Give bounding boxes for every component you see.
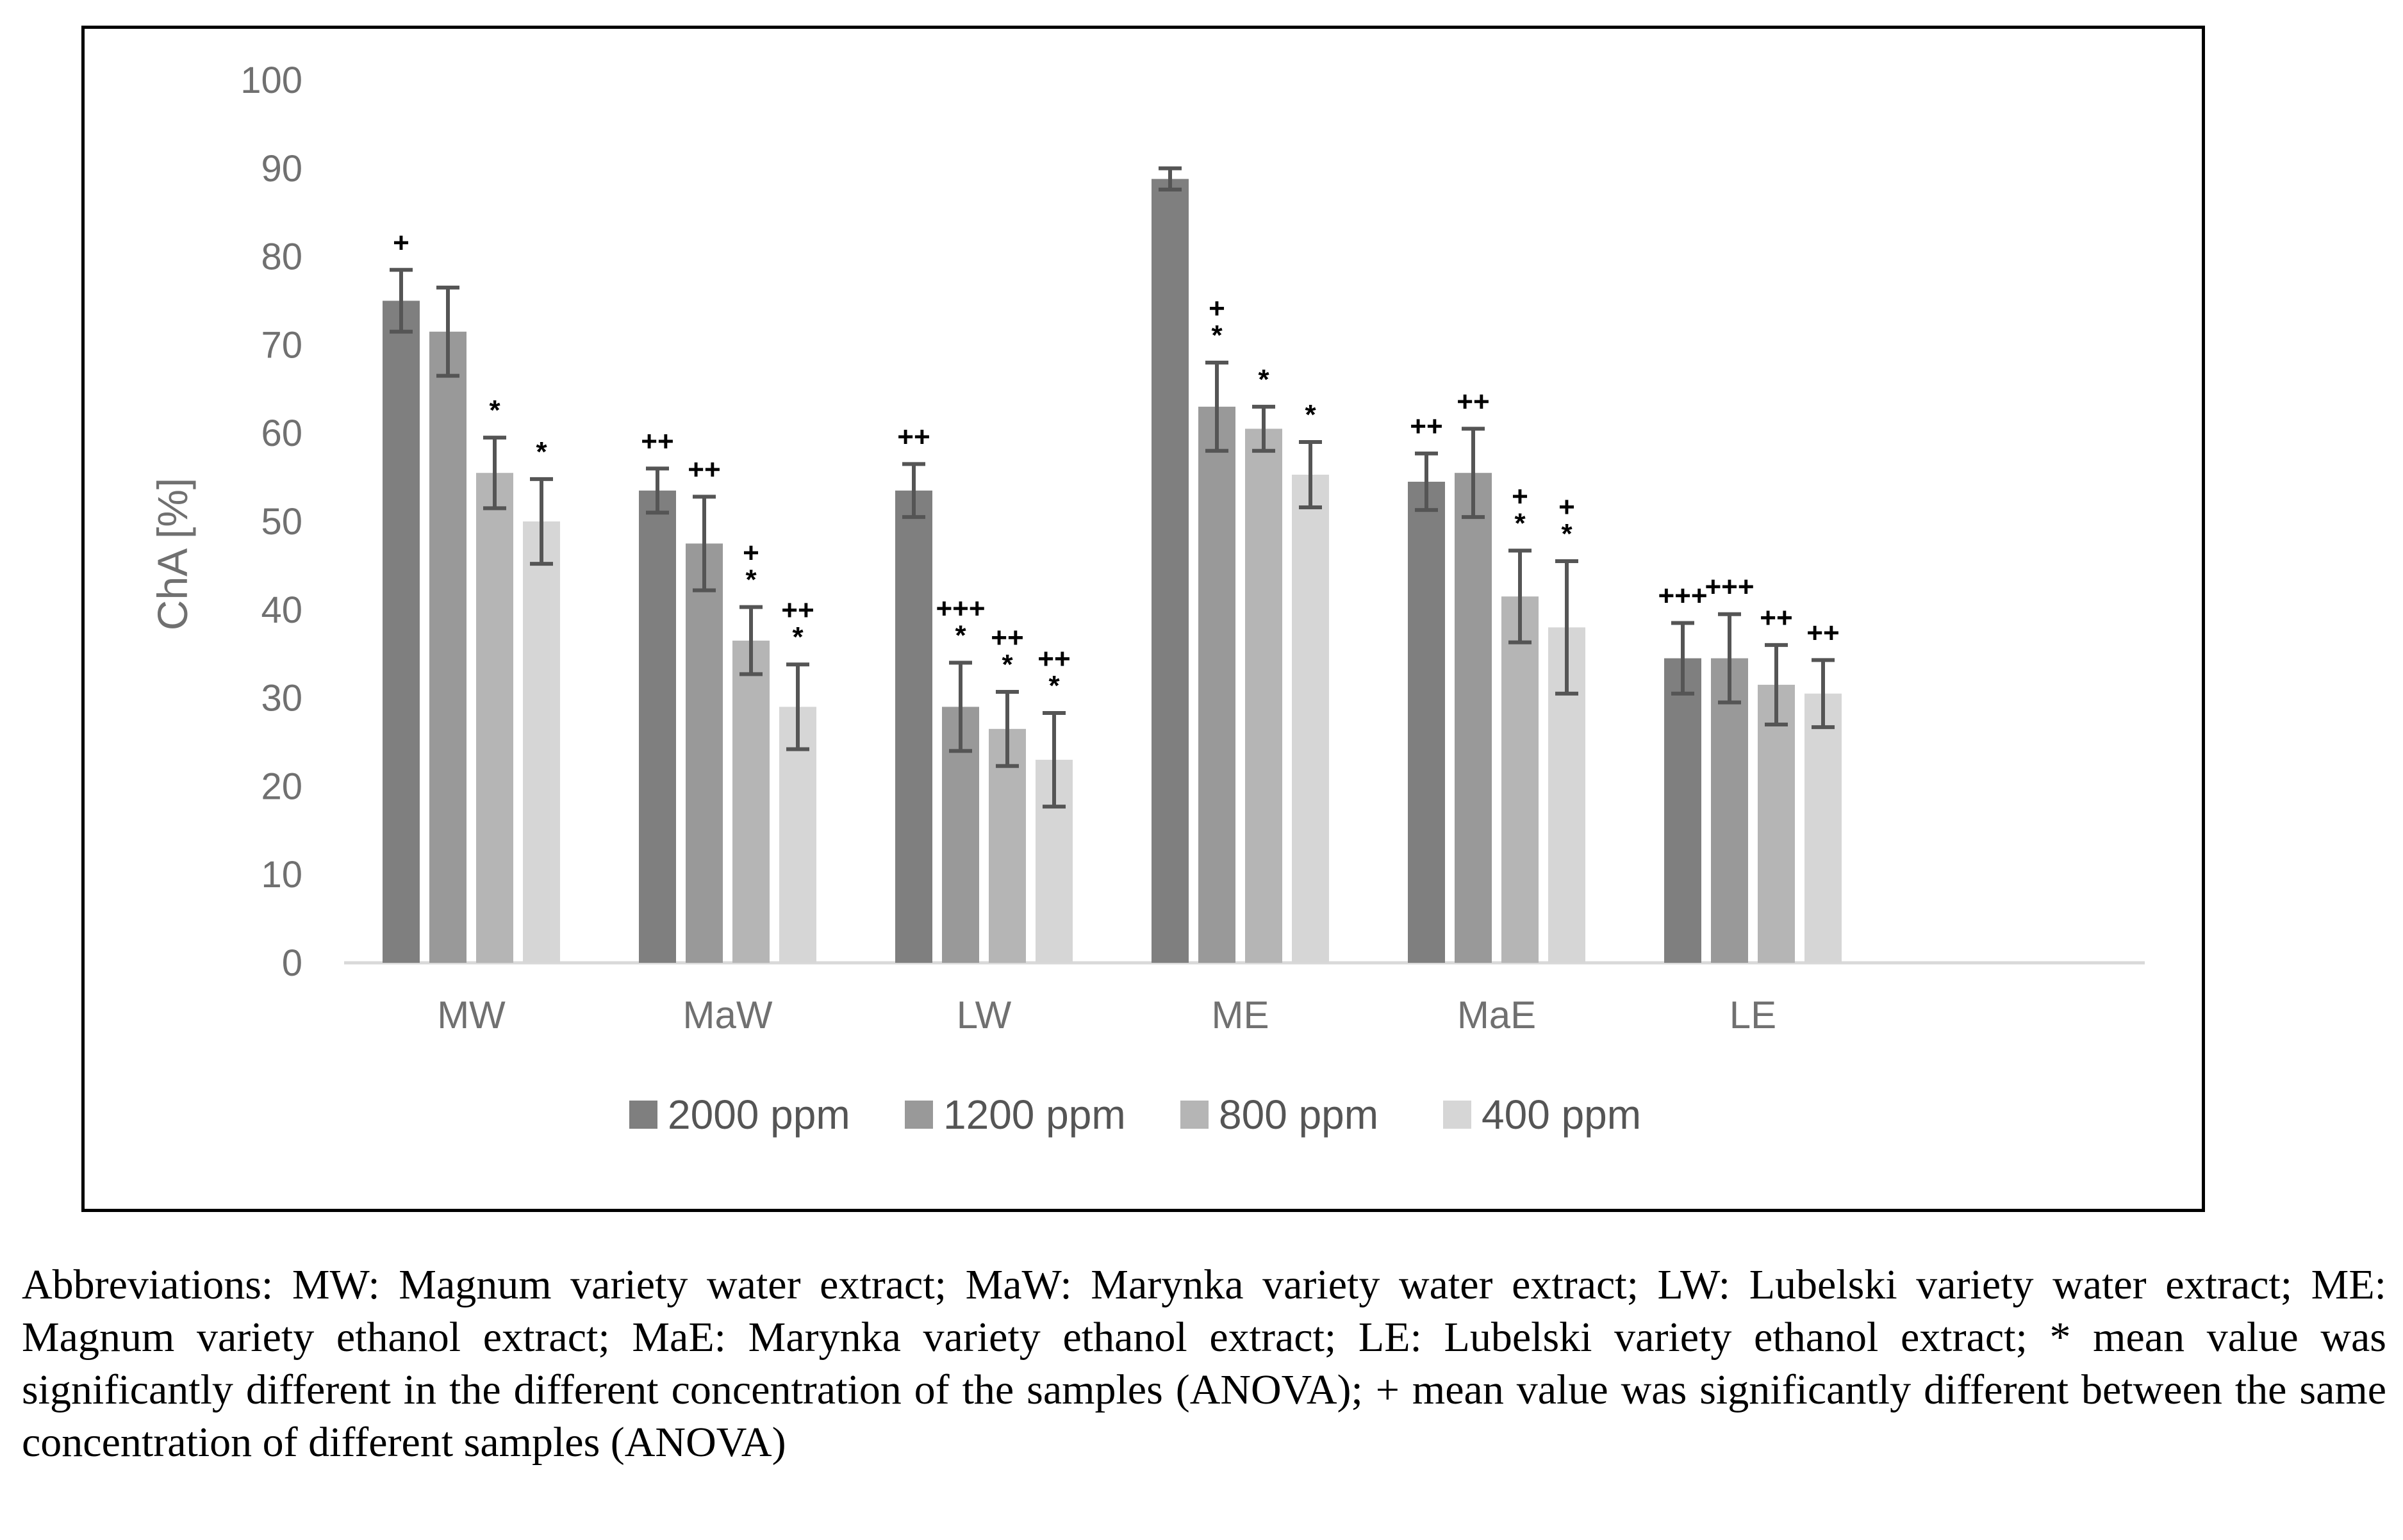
significance-mark: ++ (1806, 617, 1839, 648)
significance-mark: * (955, 619, 966, 651)
significance-annotations: +** ++++*+*++++*+++*++*++*+** ++++*+*+++++… (393, 227, 1840, 701)
bar-ME-800ppm (1245, 429, 1282, 963)
y-axis-ticks: 0 10 20 30 40 50 60 70 80 90 100 (240, 60, 302, 984)
bar-MaE-2000ppm (1408, 481, 1445, 963)
significance-mark: * (1305, 399, 1316, 430)
bar-MaE-1200ppm (1455, 473, 1492, 963)
significance-mark: * (1258, 364, 1269, 395)
y-axis-label: ChA [%] (149, 478, 196, 630)
significance-mark: +++ (1658, 580, 1707, 611)
x-tick-label-MaW: MaW (683, 994, 773, 1036)
significance-mark: + (393, 227, 409, 258)
x-tick-label-LE: LE (1730, 994, 1776, 1036)
legend-swatch-400ppm (1443, 1101, 1471, 1129)
significance-mark: * (745, 564, 757, 596)
y-tick-label: 30 (261, 678, 302, 719)
bar-MaW-800ppm (732, 641, 770, 963)
y-tick-label: 40 (261, 589, 302, 631)
y-tick-label: 60 (261, 413, 302, 454)
significance-mark: * (1561, 518, 1573, 550)
bar-LE-800ppm (1758, 684, 1795, 963)
significance-mark: * (536, 436, 547, 468)
y-tick-label: 100 (240, 60, 302, 101)
legend-label-2000ppm: 2000 ppm (668, 1092, 850, 1138)
y-tick-label: 50 (261, 501, 302, 543)
bar-MW-800ppm (476, 473, 513, 963)
y-tick-label: 0 (282, 942, 302, 984)
significance-mark: + (1558, 491, 1575, 523)
significance-mark: ++ (1760, 602, 1792, 634)
significance-mark: + (1209, 293, 1225, 324)
significance-mark: * (792, 621, 804, 653)
legend-swatch-800ppm (1180, 1101, 1209, 1129)
bars (383, 179, 1842, 963)
legend-label-800ppm: 800 ppm (1219, 1092, 1378, 1138)
y-tick-label: 80 (261, 236, 302, 278)
error-bars (390, 166, 1835, 809)
chart-frame: 0 10 20 30 40 50 60 70 80 90 100 + * * ++ ++ * + * ++ ++ * ++… (81, 26, 2205, 1212)
bar-MW-2000ppm (383, 300, 420, 963)
bar-MaW-2000ppm (639, 490, 676, 963)
legend: 2000 ppm 1200 ppm 800 ppm 400 ppm (629, 1092, 1641, 1138)
y-tick-label: 10 (261, 854, 302, 896)
bar-MW-1200ppm (429, 331, 467, 963)
legend-swatch-2000ppm (629, 1101, 657, 1129)
bar-MaW-1200ppm (686, 543, 723, 963)
significance-mark: ++ (1037, 643, 1070, 675)
bar-MW-400ppm (523, 521, 560, 963)
x-tick-label-MaE: MaE (1457, 994, 1536, 1036)
significance-mark: + (1512, 480, 1528, 512)
legend-label-1200ppm: 1200 ppm (943, 1092, 1126, 1138)
significance-mark: * (1048, 670, 1060, 701)
x-tick-label-LW: LW (957, 994, 1012, 1036)
bar-LW-2000ppm (895, 490, 932, 963)
y-tick-label: 90 (261, 148, 302, 190)
significance-mark: +++ (1705, 571, 1754, 603)
significance-mark: ++ (688, 454, 720, 485)
x-tick-label-ME: ME (1212, 994, 1269, 1036)
legend-label-400ppm: 400 ppm (1482, 1092, 1641, 1138)
figure-caption: Abbreviations: MW: Magnum variety water … (22, 1261, 2386, 1466)
bar-LE-1200ppm (1711, 658, 1748, 963)
bar-ME-1200ppm (1198, 406, 1235, 963)
x-tick-label-MW: MW (437, 994, 506, 1036)
significance-mark: * (1002, 649, 1013, 680)
significance-mark: +++ (936, 593, 985, 624)
bar-ME-400ppm (1292, 474, 1329, 963)
bar-MaE-800ppm (1501, 596, 1539, 963)
significance-mark: * (1211, 320, 1223, 351)
significance-mark: ++ (781, 594, 814, 626)
x-axis-category-labels: MW MaW LW ME MaE LE (437, 994, 1776, 1036)
bar-LE-2000ppm (1664, 658, 1701, 963)
bar-LE-400ppm (1804, 693, 1842, 963)
legend-swatch-1200ppm (905, 1101, 933, 1129)
significance-mark: ++ (1457, 386, 1489, 417)
significance-mark: * (489, 395, 500, 426)
significance-mark: * (1514, 507, 1526, 539)
significance-mark: ++ (641, 425, 673, 457)
y-tick-label: 20 (261, 766, 302, 807)
significance-mark: ++ (1410, 411, 1442, 442)
significance-mark: ++ (897, 421, 930, 452)
significance-mark: + (743, 537, 759, 569)
y-tick-label: 70 (261, 324, 302, 366)
significance-mark: ++ (991, 622, 1023, 653)
bar-ME-2000ppm (1152, 179, 1189, 963)
